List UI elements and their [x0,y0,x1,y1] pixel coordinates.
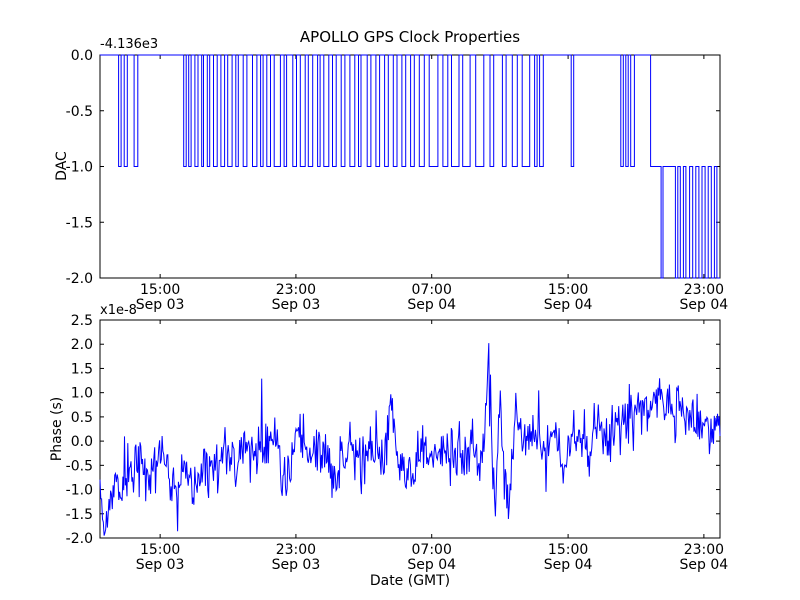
phase-axis-label: Phase (s) [49,396,65,462]
phase-series-line [99,343,721,536]
x-tick-date-bottom: Sep 03 [272,557,321,573]
y-tick-label-bottom: 2.5 [71,313,93,329]
x-tick-time-bottom: 15:00 [548,542,588,558]
y-tick-label-bottom: 1.0 [71,386,93,402]
y-tick-label-bottom: 1.5 [71,361,93,377]
dac-axis-label: DAC [54,151,70,181]
y-tick-label-bottom: 2.0 [71,337,93,353]
dac-series-line [100,54,720,279]
x-tick-time-bottom: 23:00 [684,542,724,558]
y-tick-label-bottom: 0.5 [71,410,93,426]
x-tick-time-top: 23:00 [276,282,316,298]
x-tick-time-top: 23:00 [684,282,724,298]
y-tick-label-bottom: -0.5 [66,458,93,474]
x-tick-time-top: 07:00 [412,282,452,298]
x-tick-date-bottom: Sep 03 [136,557,185,573]
y-tick-label-top: -2.0 [66,271,93,287]
y-tick-label-bottom: -1.5 [66,507,93,523]
phase-scale-label: x1e-8 [100,303,137,318]
x-tick-date-top: Sep 04 [407,297,456,313]
y-tick-label-top: -1.5 [66,215,93,231]
x-tick-date-bottom: Sep 04 [407,557,456,573]
x-tick-date-bottom: Sep 04 [680,557,729,573]
x-tick-date-top: Sep 03 [136,297,185,313]
x-tick-time-top: 15:00 [140,282,180,298]
x-tick-time-bottom: 07:00 [412,542,452,558]
y-tick-label-bottom: -2.0 [66,531,93,547]
y-tick-label-bottom: -1.0 [66,483,93,499]
x-tick-time-top: 15:00 [548,282,588,298]
x-tick-date-bottom: Sep 04 [544,557,593,573]
x-tick-time-bottom: 15:00 [140,542,180,558]
y-tick-label-top: -0.5 [66,104,93,120]
chart-title: APOLLO GPS Clock Properties [299,28,521,46]
x-axis-label: Date (GMT) [369,573,451,589]
dac-offset-label: -4.136e3 [100,37,159,52]
x-tick-time-bottom: 23:00 [276,542,316,558]
y-tick-label-bottom: 0.0 [71,434,93,450]
y-tick-label-top: -1.0 [66,160,93,176]
x-tick-date-top: Sep 03 [272,297,321,313]
y-tick-label-top: 0.0 [71,48,93,64]
x-tick-date-top: Sep 04 [544,297,593,313]
x-tick-date-top: Sep 04 [680,297,729,313]
